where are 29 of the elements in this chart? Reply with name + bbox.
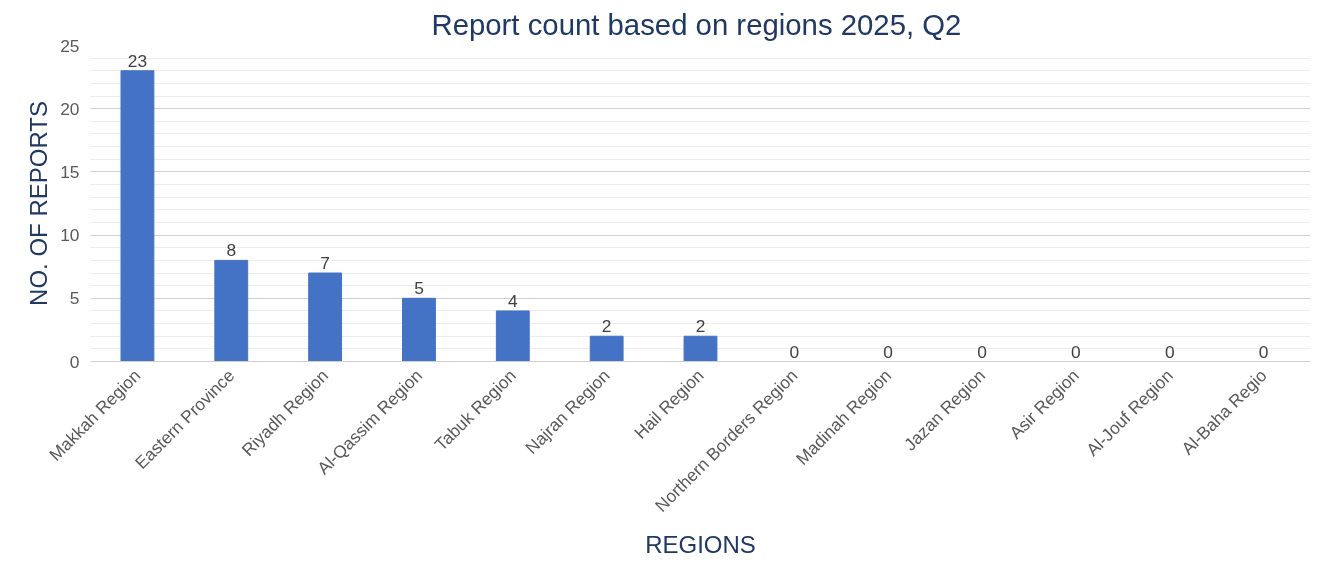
- y-axis-title: NO. OF REPORTS: [25, 101, 53, 306]
- data-label: 0: [789, 341, 800, 362]
- data-label: 23: [127, 50, 148, 71]
- data-label: 0: [1071, 341, 1081, 362]
- y-tick-label: 25: [60, 35, 80, 56]
- bar: [495, 310, 530, 362]
- y-tick-label: 20: [60, 98, 80, 119]
- data-label: 0: [883, 341, 894, 362]
- data-label: 0: [1258, 341, 1269, 362]
- y-tick-label: 5: [69, 288, 80, 309]
- data-label: 0: [977, 341, 987, 362]
- chart-title: Report count based on regions 2025, Q2: [431, 7, 962, 41]
- bar: [308, 272, 343, 362]
- x-axis-title: REGIONS: [645, 530, 756, 558]
- data-label: 0: [1164, 341, 1175, 362]
- bar: [402, 297, 436, 362]
- data-label: 5: [414, 278, 424, 299]
- bar: [120, 70, 155, 362]
- bar: [214, 259, 249, 362]
- bar: [589, 335, 624, 362]
- y-tick-label: 10: [60, 225, 80, 246]
- data-label: 2: [695, 316, 706, 337]
- y-tick-label: 15: [60, 161, 80, 182]
- y-tick-label: 0: [69, 351, 80, 372]
- data-label: 8: [226, 240, 237, 261]
- data-label: 4: [507, 290, 518, 311]
- data-label: 2: [601, 316, 612, 337]
- data-label: 7: [320, 253, 330, 274]
- bar: [683, 335, 718, 362]
